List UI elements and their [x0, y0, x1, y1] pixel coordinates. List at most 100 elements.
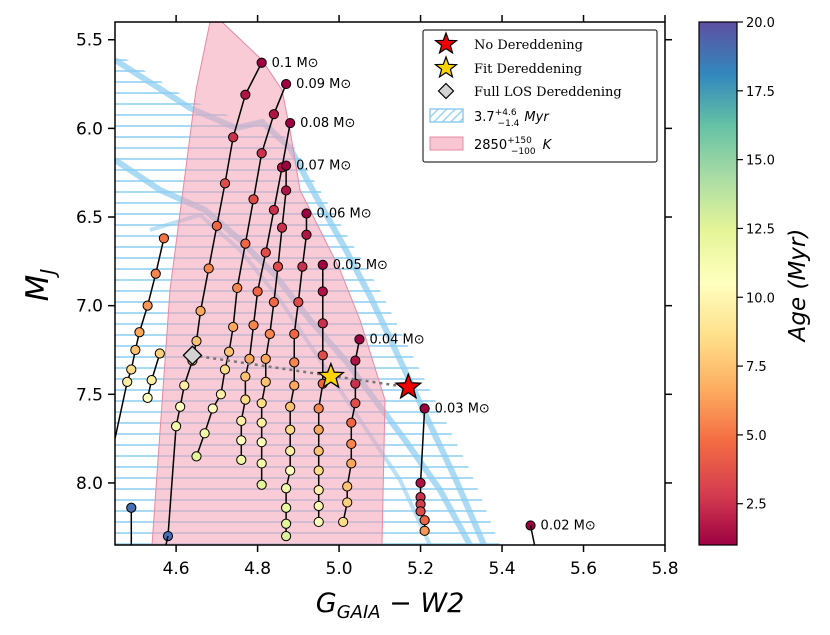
- left-track-tail: [115, 381, 128, 439]
- mass-track-point: [346, 438, 357, 450]
- y-tick-label: 6.0: [76, 119, 103, 139]
- mass-track-point: [207, 403, 218, 414]
- mass-track-tail: [165, 535, 169, 545]
- legend-box: [422, 29, 658, 163]
- mass-track-point: [236, 454, 247, 466]
- mass-track-point: [419, 403, 430, 414]
- mass-track-point: [236, 415, 247, 426]
- mass-track-point: [317, 286, 328, 297]
- mass-track-point: [281, 78, 292, 90]
- mass-track-point: [285, 424, 296, 435]
- mass-track-point: [317, 350, 328, 361]
- mass-label: 0.04 M⊙: [369, 332, 424, 347]
- colorbar: 2.5 5.0 7.5 10.0 12.5 15.0 17.5 20.0 Age (Myr): [698, 16, 811, 546]
- legend-label-temperature: 2850+150 −100 K: [474, 136, 553, 157]
- mass-track-point: [219, 178, 231, 189]
- legend-age-value: 3.7: [474, 110, 495, 125]
- colorbar-gradient: [698, 21, 738, 546]
- mass-track-point: [346, 417, 357, 428]
- mass-track-point: [285, 117, 296, 129]
- legend-label-age: 3.7+4.6 −1.4 Myr: [474, 108, 550, 129]
- mass-track-point: [313, 445, 324, 457]
- full-los-dereddening-diamond: [182, 345, 203, 366]
- mass-track-6: [338, 334, 365, 528]
- mass-label: 0.03 M⊙: [435, 401, 490, 416]
- colorbar-ticks: 2.5 5.0 7.5 10.0 12.5 15.0 17.5 20.0: [737, 16, 775, 513]
- mass-track-point: [179, 380, 190, 391]
- mass-track-point: [260, 247, 271, 258]
- mass-label: 0.06 M⊙: [316, 206, 371, 221]
- mass-track-point: [289, 328, 300, 340]
- left-track-point: [154, 348, 165, 359]
- legend-label-full-los-dereddening: Full LOS Dereddening: [474, 85, 622, 100]
- legend-temp-unit: K: [543, 138, 553, 153]
- mass-label: 0.08 M⊙: [300, 116, 355, 131]
- colorbar-title: Age (Myr): [785, 229, 811, 344]
- colorbar-tick-label: 7.5: [746, 360, 767, 375]
- mass-track-point: [354, 334, 365, 345]
- mass-track-point: [285, 401, 296, 412]
- mass-track-point: [211, 220, 222, 231]
- left-track-point: [142, 300, 153, 311]
- mass-track-point: [317, 259, 328, 270]
- x-axis-title-main: G: [316, 588, 337, 619]
- plot-frame: [114, 21, 666, 546]
- mass-track-point: [236, 435, 247, 446]
- mass-track-point: [415, 506, 426, 517]
- mass-track-tail: [529, 525, 536, 545]
- mass-track-point: [256, 479, 267, 490]
- mass-track-point: [191, 336, 202, 347]
- mass-track-point: [350, 378, 361, 389]
- mass-track-point: [223, 346, 235, 357]
- mass-label: 0.02 M⊙: [541, 518, 596, 533]
- mass-label: 0.05 M⊙: [333, 258, 388, 273]
- mass-track-point: [175, 401, 186, 412]
- x-axis-title-sub: GAIA: [337, 602, 381, 623]
- mass-label: 0.07 M⊙: [296, 159, 351, 174]
- mass-labels: 0.1 M⊙ 0.09 M⊙ 0.08 M⊙ 0.07 M⊙ 0.06 M⊙ 0.05 M…: [272, 56, 596, 534]
- mass-track-point: [301, 229, 312, 240]
- mass-track-point: [248, 320, 259, 331]
- legend-age-lower: −1.4: [498, 119, 520, 129]
- mass-track-point: [293, 297, 304, 308]
- axis-ticks: 4.6 4.8 5.0 5.2 5.4 5.6 5.8 5.5 6.0 6.5 7.0 7.5 8.0: [76, 15, 679, 579]
- mass-track-point: [281, 483, 292, 494]
- x-tick-label: 4.8: [244, 559, 271, 579]
- dereddening-path: [192, 354, 409, 389]
- mass-track-point: [313, 403, 324, 414]
- colorbar-tick-label: 5.0: [746, 429, 767, 444]
- left-track-point: [130, 344, 141, 356]
- mass-track-point: [264, 328, 275, 340]
- x-tick-label: 5.6: [570, 559, 597, 579]
- mass-track-point: [350, 355, 361, 366]
- mass-track-point: [338, 516, 349, 528]
- mass-track-1: [191, 78, 292, 462]
- mass-track-point: [228, 132, 239, 143]
- mass-track-point: [419, 515, 430, 526]
- mass-track-point: [285, 445, 296, 457]
- mass-track-point: [215, 389, 227, 400]
- mass-track-point: [419, 525, 430, 536]
- mass-track-point: [313, 500, 324, 512]
- legend-temp-value: 2850: [474, 138, 507, 153]
- mass-track-point: [297, 261, 308, 272]
- legend-marker-hatch: [429, 108, 464, 123]
- mass-track-point: [256, 458, 267, 469]
- mass-track-point: [313, 465, 324, 476]
- mass-track-2: [236, 117, 296, 466]
- mass-track-point: [256, 57, 267, 68]
- mass-track-point: [268, 109, 279, 120]
- colorbar-tick-label: 10.0: [746, 291, 775, 306]
- legend-age-upper: +4.6: [495, 108, 517, 118]
- y-tick-label: 8.0: [76, 474, 103, 494]
- legend-temp-upper: +150: [507, 136, 532, 146]
- left-track-point: [126, 502, 137, 513]
- mass-track-point: [256, 398, 267, 409]
- legend-marker-red-star: [433, 31, 459, 55]
- legend-label-fit-dereddening: Fit Dereddening: [474, 62, 582, 77]
- mass-track-point: [240, 89, 251, 100]
- isochrone-tracks: [115, 57, 536, 545]
- mass-track-point: [260, 376, 271, 387]
- mass-track-7: [415, 403, 430, 536]
- mass-track-point: [244, 353, 255, 364]
